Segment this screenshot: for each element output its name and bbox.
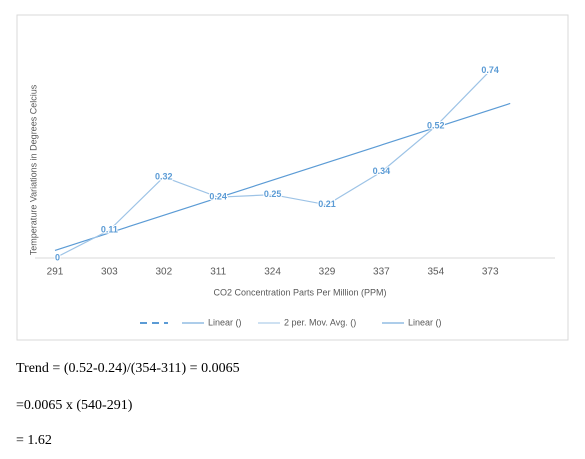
x-tick-label: 373: [482, 267, 499, 278]
data-label: 0.74: [481, 65, 499, 75]
data-label: 0.52: [427, 121, 445, 131]
chart: CO2 Concentration Parts Per Million (PPM…: [16, 14, 569, 341]
x-tick-label: 303: [101, 267, 118, 278]
chart-frame: [16, 14, 569, 341]
legend-label: Linear (): [408, 317, 442, 327]
data-label: 0.32: [155, 171, 173, 181]
data-label: 0.11: [101, 225, 118, 235]
text-line: = 1.62: [16, 433, 52, 448]
legend-label: Linear (): [208, 317, 242, 327]
legend-label: 2 per. Mov. Avg. (): [284, 317, 356, 327]
data-label: 0.21: [318, 199, 336, 209]
text-line: Trend = (0.52-0.24)/(354-311) = 0.0065: [16, 361, 240, 376]
data-label: 0.24: [209, 192, 227, 202]
x-tick-label: 311: [210, 267, 226, 278]
data-label: 0: [55, 252, 60, 262]
data-label: 0.34: [373, 166, 391, 176]
series-line: [54, 70, 491, 259]
x-axis-title: CO2 Concentration Parts Per Million (PPM…: [213, 287, 386, 297]
y-axis-title: Temperature Variations in Degrees Celciu…: [28, 84, 38, 255]
x-tick-label: 291: [47, 267, 64, 278]
x-tick-label: 337: [373, 267, 390, 278]
x-tick-label: 324: [264, 267, 281, 278]
x-tick-label: 329: [319, 267, 336, 278]
x-tick-label: 354: [427, 267, 444, 278]
data-label: 0.25: [264, 189, 282, 199]
x-tick-label: 302: [155, 267, 172, 278]
text-line: =0.0065 x (540-291): [16, 398, 133, 413]
